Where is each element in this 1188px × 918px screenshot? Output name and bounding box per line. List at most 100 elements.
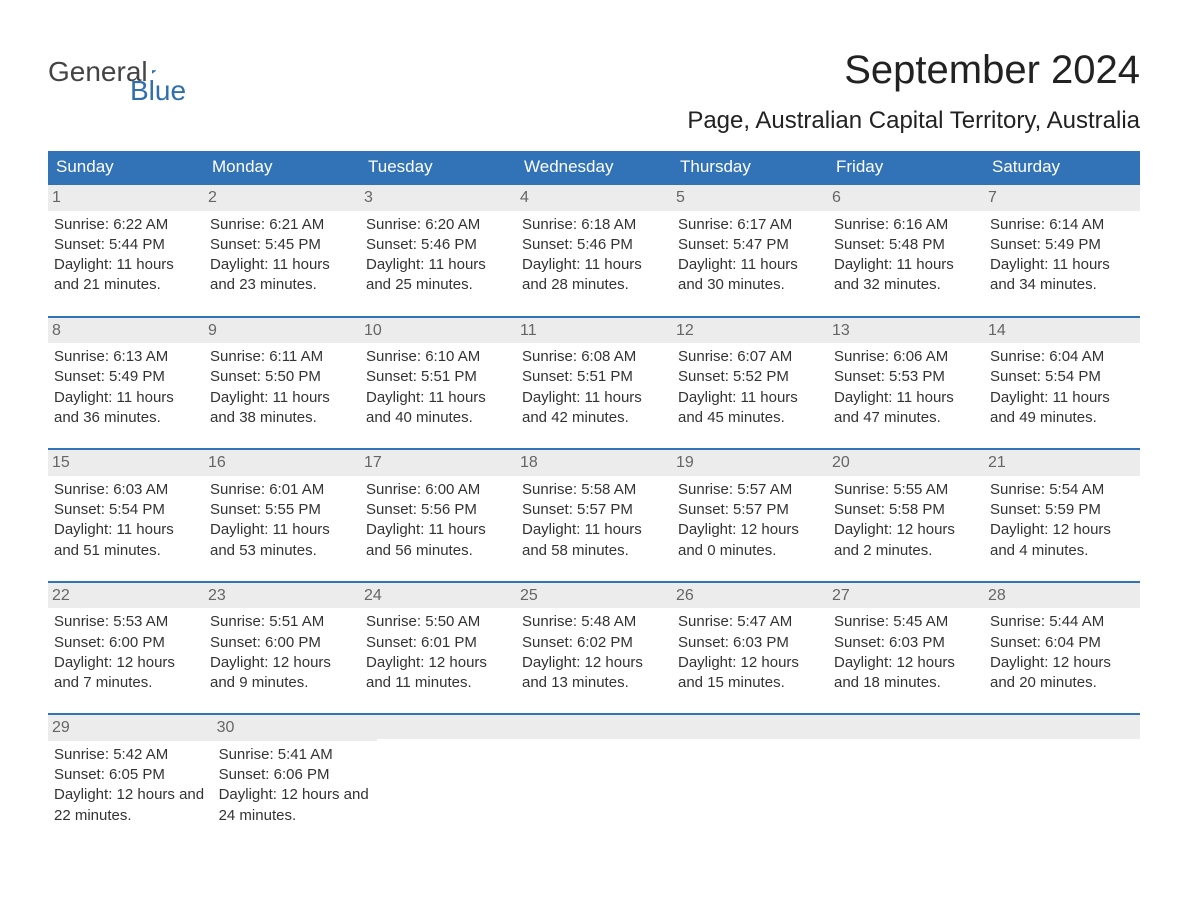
day-number: 17 <box>360 450 516 476</box>
day-number: 25 <box>516 583 672 609</box>
week-row: 15Sunrise: 6:03 AMSunset: 5:54 PMDayligh… <box>48 448 1140 567</box>
day-number: 27 <box>828 583 984 609</box>
dow-sunday: Sunday <box>48 151 204 183</box>
sunset-text: Sunset: 6:00 PM <box>54 633 198 653</box>
day-body: Sunrise: 6:17 AMSunset: 5:47 PMDaylight:… <box>678 215 822 296</box>
day-cell: 28 Sunrise: 5:44 AMSunset: 6:04 PMDayligh… <box>984 583 1140 700</box>
sunrise-text: Sunrise: 6:11 AM <box>210 347 354 367</box>
daylight-text: Daylight: 11 hours and 25 minutes. <box>366 255 510 296</box>
daylight-text: Daylight: 12 hours and 24 minutes. <box>219 785 372 826</box>
sunset-text: Sunset: 5:54 PM <box>990 367 1134 387</box>
day-number: 12 <box>672 318 828 344</box>
day-body: Sunrise: 6:16 AMSunset: 5:48 PMDaylight:… <box>834 215 978 296</box>
day-number: 18 <box>516 450 672 476</box>
day-body: Sunrise: 6:06 AMSunset: 5:53 PMDaylight:… <box>834 347 978 428</box>
dow-friday: Friday <box>828 151 984 183</box>
day-body: Sunrise: 6:07 AMSunset: 5:52 PMDaylight:… <box>678 347 822 428</box>
daylight-text: Daylight: 12 hours and 0 minutes. <box>678 520 822 561</box>
sunrise-text: Sunrise: 6:04 AM <box>990 347 1134 367</box>
sunrise-text: Sunrise: 5:41 AM <box>219 745 372 765</box>
dow-wednesday: Wednesday <box>516 151 672 183</box>
daylight-text: Daylight: 12 hours and 13 minutes. <box>522 653 666 694</box>
sunset-text: Sunset: 5:56 PM <box>366 500 510 520</box>
day-cell: 16 Sunrise: 6:01 AMSunset: 5:55 PMDayligh… <box>204 450 360 567</box>
day-body: Sunrise: 5:57 AMSunset: 5:57 PMDaylight:… <box>678 480 822 561</box>
day-cell: 3Sunrise: 6:20 AMSunset: 5:46 PMDaylight… <box>360 185 516 302</box>
location-subtitle: Page, Australian Capital Territory, Aust… <box>48 107 1140 135</box>
day-body: Sunrise: 5:58 AMSunset: 5:57 PMDaylight:… <box>522 480 666 561</box>
sunrise-text: Sunrise: 6:07 AM <box>678 347 822 367</box>
sunrise-text: Sunrise: 5:53 AM <box>54 612 198 632</box>
calendar-page: General September 2024 Blue Page, Austra… <box>0 0 1188 880</box>
day-cell: 4Sunrise: 6:18 AMSunset: 5:46 PMDaylight… <box>516 185 672 302</box>
sunset-text: Sunset: 5:46 PM <box>366 235 510 255</box>
sunset-text: Sunset: 6:03 PM <box>834 633 978 653</box>
empty-day-cell <box>530 715 683 832</box>
sunrise-text: Sunrise: 6:18 AM <box>522 215 666 235</box>
sunset-text: Sunset: 5:52 PM <box>678 367 822 387</box>
calendar-grid: Sunday Monday Tuesday Wednesday Thursday… <box>48 151 1140 832</box>
day-number: 30 <box>213 715 378 741</box>
sunrise-text: Sunrise: 6:01 AM <box>210 480 354 500</box>
daylight-text: Daylight: 12 hours and 11 minutes. <box>366 653 510 694</box>
sunrise-text: Sunrise: 5:42 AM <box>54 745 207 765</box>
daylight-text: Daylight: 11 hours and 51 minutes. <box>54 520 198 561</box>
weeks-container: 1Sunrise: 6:22 AMSunset: 5:44 PMDaylight… <box>48 183 1140 832</box>
day-body: Sunrise: 5:55 AMSunset: 5:58 PMDaylight:… <box>834 480 978 561</box>
day-number: 28 <box>984 583 1140 609</box>
day-cell: 11Sunrise: 6:08 AMSunset: 5:51 PMDayligh… <box>516 318 672 435</box>
day-cell: 12 Sunrise: 6:07 AMSunset: 5:52 PMDayligh… <box>672 318 828 435</box>
day-cell: 29Sunrise: 5:42 AMSunset: 6:05 PMDayligh… <box>48 715 213 832</box>
sunset-text: Sunset: 6:01 PM <box>366 633 510 653</box>
day-number: 16 <box>204 450 360 476</box>
day-body: Sunrise: 5:50 AMSunset: 6:01 PMDaylight:… <box>366 612 510 693</box>
day-cell: 18 Sunrise: 5:58 AMSunset: 5:57 PMDayligh… <box>516 450 672 567</box>
day-cell: 22Sunrise: 5:53 AMSunset: 6:00 PMDayligh… <box>48 583 204 700</box>
sunrise-text: Sunrise: 5:57 AM <box>678 480 822 500</box>
day-body: Sunrise: 6:08 AMSunset: 5:51 PMDaylight:… <box>522 347 666 428</box>
day-number: 15 <box>48 450 204 476</box>
daylight-text: Daylight: 11 hours and 32 minutes. <box>834 255 978 296</box>
sunrise-text: Sunrise: 5:45 AM <box>834 612 978 632</box>
sunset-text: Sunset: 6:05 PM <box>54 765 207 785</box>
daylight-text: Daylight: 11 hours and 34 minutes. <box>990 255 1134 296</box>
day-number: 6 <box>828 185 984 211</box>
sunrise-text: Sunrise: 5:48 AM <box>522 612 666 632</box>
day-cell: 1Sunrise: 6:22 AMSunset: 5:44 PMDaylight… <box>48 185 204 302</box>
day-number: 26 <box>672 583 828 609</box>
day-number: 14 <box>984 318 1140 344</box>
day-cell: 2Sunrise: 6:21 AMSunset: 5:45 PMDaylight… <box>204 185 360 302</box>
day-body: Sunrise: 5:44 AMSunset: 6:04 PMDaylight:… <box>990 612 1134 693</box>
sunset-text: Sunset: 5:49 PM <box>54 367 198 387</box>
sunset-text: Sunset: 5:57 PM <box>678 500 822 520</box>
day-body: Sunrise: 5:53 AMSunset: 6:00 PMDaylight:… <box>54 612 198 693</box>
sunset-text: Sunset: 5:49 PM <box>990 235 1134 255</box>
sunrise-text: Sunrise: 6:06 AM <box>834 347 978 367</box>
sunrise-text: Sunrise: 6:21 AM <box>210 215 354 235</box>
day-body: Sunrise: 5:42 AMSunset: 6:05 PMDaylight:… <box>54 745 207 826</box>
sunrise-text: Sunrise: 6:17 AM <box>678 215 822 235</box>
day-number: 7 <box>984 185 1140 211</box>
sunset-text: Sunset: 6:02 PM <box>522 633 666 653</box>
sunset-text: Sunset: 6:00 PM <box>210 633 354 653</box>
day-body: Sunrise: 6:01 AMSunset: 5:55 PMDaylight:… <box>210 480 354 561</box>
day-cell: 23Sunrise: 5:51 AMSunset: 6:00 PMDayligh… <box>204 583 360 700</box>
sunset-text: Sunset: 5:53 PM <box>834 367 978 387</box>
day-cell: 7 Sunrise: 6:14 AMSunset: 5:49 PMDaylight… <box>984 185 1140 302</box>
day-body: Sunrise: 6:21 AMSunset: 5:45 PMDaylight:… <box>210 215 354 296</box>
sunrise-text: Sunrise: 5:50 AM <box>366 612 510 632</box>
brand-word-blue: Blue <box>130 75 186 106</box>
daylight-text: Daylight: 12 hours and 4 minutes. <box>990 520 1134 561</box>
dow-monday: Monday <box>204 151 360 183</box>
empty-day-cell <box>987 715 1140 832</box>
month-title: September 2024 <box>844 48 1140 93</box>
day-body: Sunrise: 6:11 AMSunset: 5:50 PMDaylight:… <box>210 347 354 428</box>
day-body: Sunrise: 6:14 AMSunset: 5:49 PMDaylight:… <box>990 215 1134 296</box>
sunrise-text: Sunrise: 6:20 AM <box>366 215 510 235</box>
day-cell: 9Sunrise: 6:11 AMSunset: 5:50 PMDaylight… <box>204 318 360 435</box>
day-body: Sunrise: 5:47 AMSunset: 6:03 PMDaylight:… <box>678 612 822 693</box>
dow-tuesday: Tuesday <box>360 151 516 183</box>
sunrise-text: Sunrise: 6:14 AM <box>990 215 1134 235</box>
dow-thursday: Thursday <box>672 151 828 183</box>
sunset-text: Sunset: 6:03 PM <box>678 633 822 653</box>
